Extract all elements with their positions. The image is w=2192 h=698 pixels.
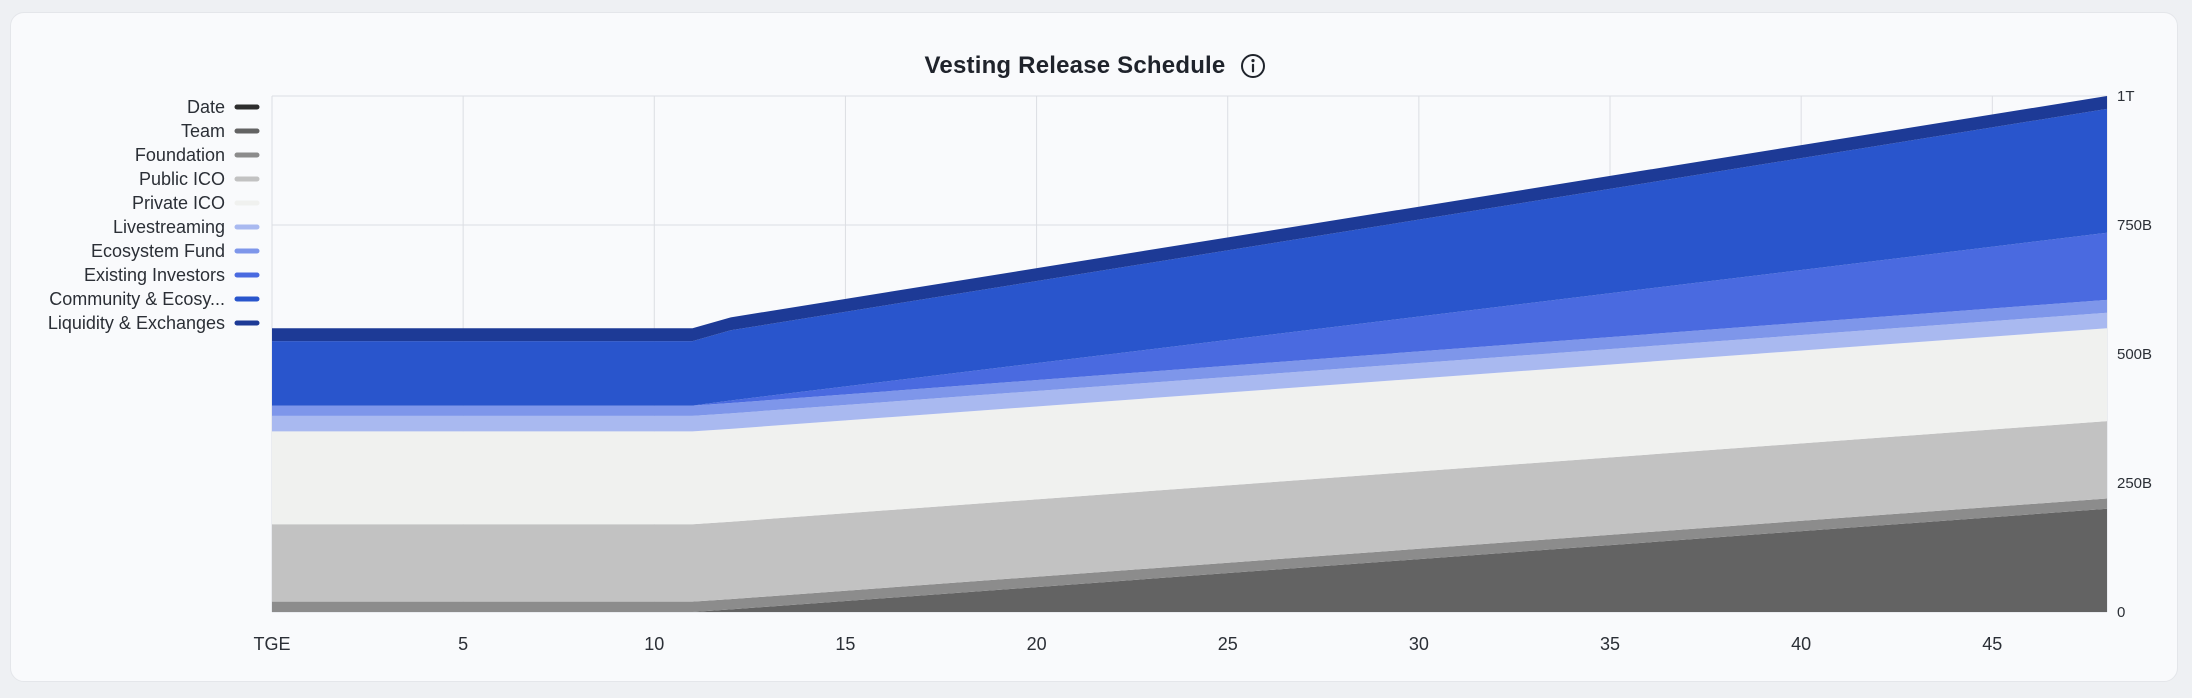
info-icon[interactable] — [1239, 52, 1267, 80]
x-tick-label: 30 — [1409, 634, 1429, 654]
legend-label: Existing Investors — [84, 265, 225, 285]
area-public-ico[interactable] — [272, 421, 2107, 602]
x-tick-label: 20 — [1027, 634, 1047, 654]
legend-label: Community & Ecosy... — [49, 289, 225, 309]
area-private-ico[interactable] — [272, 328, 2107, 525]
legend: Date Team Foundation Public ICO Private ICO L… — [48, 97, 260, 333]
legend-item[interactable]: Public ICO — [139, 169, 260, 189]
x-tick-label: 45 — [1982, 634, 2002, 654]
legend-item[interactable]: Livestreaming — [113, 217, 260, 237]
legend-label: Date — [187, 97, 225, 117]
x-tick-label: 35 — [1600, 634, 1620, 654]
x-tick-label: 40 — [1791, 634, 1811, 654]
legend-item[interactable]: Foundation — [135, 145, 260, 165]
area-livestreaming[interactable] — [272, 312, 2107, 432]
legend-label: Livestreaming — [113, 217, 225, 237]
chart-title: Vesting Release Schedule — [924, 52, 1226, 79]
legend-item[interactable]: Team — [181, 121, 260, 141]
legend-item[interactable]: Private ICO — [132, 193, 260, 213]
x-tick-label: 15 — [835, 634, 855, 654]
legend-label: Public ICO — [139, 169, 225, 189]
x-tick-label: TGE — [253, 634, 290, 654]
y-tick-label: 750B — [2117, 217, 2152, 234]
area-existing-investors[interactable] — [272, 232, 2107, 406]
y-tick-label: 500B — [2117, 346, 2152, 363]
legend-item[interactable]: Existing Investors — [84, 265, 260, 285]
y-tick-label: 0 — [2117, 604, 2125, 621]
x-tick-label: 10 — [644, 634, 664, 654]
area-community-ecosy[interactable] — [272, 108, 2107, 406]
legend-item[interactable]: Ecosystem Fund — [91, 241, 260, 261]
legend-item[interactable]: Liquidity & Exchanges — [48, 313, 260, 333]
x-tick-label: 5 — [458, 634, 468, 654]
legend-label: Private ICO — [132, 193, 225, 213]
y-tick-label: 250B — [2117, 475, 2152, 492]
legend-label: Foundation — [135, 145, 225, 165]
chart-header: Vesting Release Schedule — [0, 48, 2192, 84]
x-tick-label: 25 — [1218, 634, 1238, 654]
legend-item[interactable]: Community & Ecosy... — [49, 289, 260, 309]
area-series — [272, 96, 2107, 612]
legend-item[interactable]: Date — [187, 97, 260, 117]
axes: TGE 5 10 15 20 25 30 35 40 45 0 250B 500B 750B 1T — [253, 88, 2152, 654]
legend-label: Ecosystem Fund — [91, 241, 225, 261]
legend-label: Team — [181, 121, 225, 141]
area-team[interactable] — [272, 508, 2107, 612]
y-tick-label: 1T — [2117, 88, 2135, 105]
legend-label: Liquidity & Exchanges — [48, 313, 225, 333]
